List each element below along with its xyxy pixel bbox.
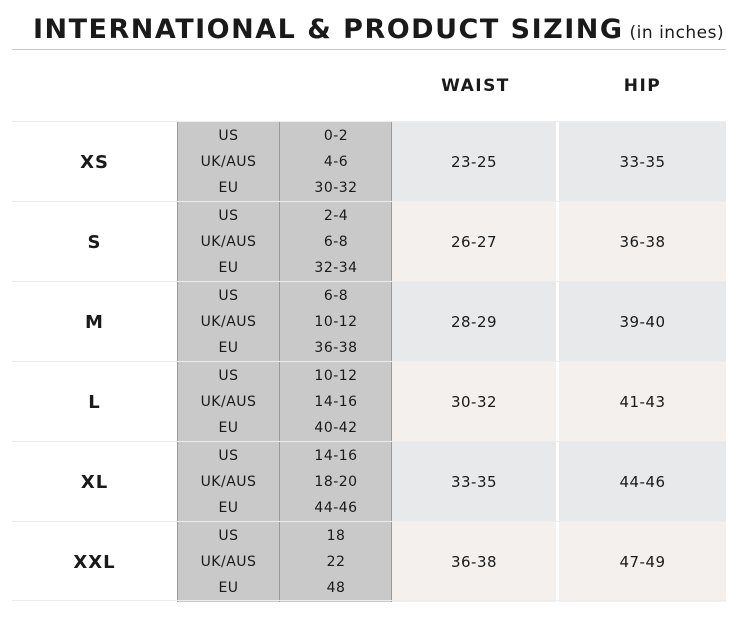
region-label: UK/AUS — [200, 554, 257, 570]
size-row-s: S US 2-4 UK/AUS 6-8 EU 32-34 26-27 36-38 — [12, 201, 726, 282]
eu-line: EU 32-34 — [178, 255, 391, 281]
eu-size: 40-42 — [314, 420, 358, 436]
us-line: US 2-4 — [178, 203, 391, 229]
eu-size: 30-32 — [314, 180, 358, 196]
table-bottom-divider — [12, 600, 726, 601]
region-label: UK/AUS — [200, 394, 257, 410]
international-sizes: US 2-4 UK/AUS 6-8 EU 32-34 — [177, 202, 392, 282]
region-label: EU — [218, 180, 239, 196]
us-line: US 6-8 — [178, 283, 391, 309]
hip-value: 33-35 — [559, 122, 726, 202]
uk-line: UK/AUS 10-12 — [178, 309, 391, 335]
eu-size: 48 — [326, 580, 346, 596]
eu-size: 36-38 — [314, 340, 358, 356]
waist-value: 26-27 — [392, 202, 558, 282]
region-label: UK/AUS — [200, 234, 257, 250]
us-size: 0-2 — [323, 128, 349, 144]
uk-line: UK/AUS 14-16 — [178, 389, 391, 415]
uk-size: 14-16 — [314, 394, 358, 410]
hip-value: 41-43 — [559, 362, 726, 442]
region-label: US — [218, 208, 239, 224]
waist-value: 30-32 — [392, 362, 558, 442]
region-label: EU — [218, 500, 239, 516]
waist-value: 28-29 — [392, 282, 558, 362]
eu-line: EU 36-38 — [178, 335, 391, 361]
column-header-hip: HIP — [623, 76, 662, 96]
eu-line: EU 44-46 — [178, 495, 391, 521]
us-size: 2-4 — [323, 208, 349, 224]
uk-size: 6-8 — [323, 234, 349, 250]
title-bar: INTERNATIONAL & PRODUCT SIZING (in inches… — [12, 8, 726, 50]
region-label: EU — [218, 420, 239, 436]
column-header-waist: WAIST — [441, 76, 510, 96]
us-line: US 0-2 — [178, 123, 391, 149]
uk-size: 10-12 — [314, 314, 358, 330]
region-label: US — [218, 528, 239, 544]
us-size: 14-16 — [314, 448, 358, 464]
us-size: 18 — [326, 528, 346, 544]
waist-value: 33-35 — [392, 442, 558, 522]
us-line: US 18 — [178, 523, 391, 549]
size-label: XXL — [12, 522, 177, 602]
international-sizes: US 18 UK/AUS 22 EU 48 — [177, 522, 392, 602]
uk-size: 22 — [326, 554, 346, 570]
size-row-xxl: XXL US 18 UK/AUS 22 EU 48 36-38 47-49 — [12, 521, 726, 602]
page-title: INTERNATIONAL & PRODUCT SIZING (in inches… — [33, 14, 724, 45]
uk-line: UK/AUS 22 — [178, 549, 391, 575]
size-label: L — [12, 362, 177, 442]
uk-size: 4-6 — [323, 154, 349, 170]
uk-size: 18-20 — [314, 474, 358, 490]
region-label: EU — [218, 260, 239, 276]
region-label: US — [218, 448, 239, 464]
us-size: 6-8 — [323, 288, 349, 304]
international-sizes: US 14-16 UK/AUS 18-20 EU 44-46 — [177, 442, 392, 522]
title-subtitle: (in inches) — [629, 23, 725, 43]
international-sizes: US 6-8 UK/AUS 10-12 EU 36-38 — [177, 282, 392, 362]
region-label: US — [218, 128, 239, 144]
waist-value: 23-25 — [392, 122, 558, 202]
international-sizes: US 10-12 UK/AUS 14-16 EU 40-42 — [177, 362, 392, 442]
title-text: INTERNATIONAL & PRODUCT SIZING — [33, 14, 624, 45]
size-row-l: L US 10-12 UK/AUS 14-16 EU 40-42 30-32 41-4… — [12, 361, 726, 442]
hip-value: 47-49 — [559, 522, 726, 602]
eu-size: 32-34 — [314, 260, 358, 276]
waist-value: 36-38 — [392, 522, 558, 602]
size-row-m: M US 6-8 UK/AUS 10-12 EU 36-38 28-29 39-40 — [12, 281, 726, 362]
hip-value: 39-40 — [559, 282, 726, 362]
size-label: S — [12, 202, 177, 282]
us-line: US 10-12 — [178, 363, 391, 389]
region-label: UK/AUS — [200, 474, 257, 490]
us-line: US 14-16 — [178, 443, 391, 469]
eu-line: EU 48 — [178, 575, 391, 601]
uk-line: UK/AUS 6-8 — [178, 229, 391, 255]
size-label: XS — [12, 122, 177, 202]
region-label: US — [218, 368, 239, 384]
uk-line: UK/AUS 4-6 — [178, 149, 391, 175]
international-sizes: US 0-2 UK/AUS 4-6 EU 30-32 — [177, 122, 392, 202]
eu-line: EU 30-32 — [178, 175, 391, 201]
size-row-xs: XS US 0-2 UK/AUS 4-6 EU 30-32 23-25 33-35 — [12, 121, 726, 202]
size-row-xl: XL US 14-16 UK/AUS 18-20 EU 44-46 33-35 44-… — [12, 441, 726, 522]
us-size: 10-12 — [314, 368, 358, 384]
hip-value: 36-38 — [559, 202, 726, 282]
region-label: US — [218, 288, 239, 304]
hip-value: 44-46 — [559, 442, 726, 522]
region-label: EU — [218, 580, 239, 596]
size-table: XS US 0-2 UK/AUS 4-6 EU 30-32 23-25 33-35 S… — [12, 121, 726, 602]
size-label: XL — [12, 442, 177, 522]
eu-line: EU 40-42 — [178, 415, 391, 441]
region-label: UK/AUS — [200, 314, 257, 330]
region-label: EU — [218, 340, 239, 356]
eu-size: 44-46 — [314, 500, 358, 516]
uk-line: UK/AUS 18-20 — [178, 469, 391, 495]
region-label: UK/AUS — [200, 154, 257, 170]
size-label: M — [12, 282, 177, 362]
